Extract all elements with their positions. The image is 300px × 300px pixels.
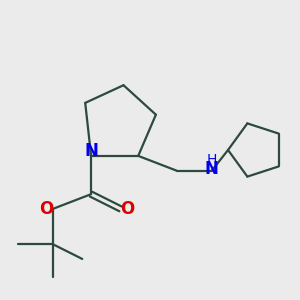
- Text: N: N: [205, 160, 219, 178]
- Text: O: O: [39, 200, 53, 218]
- Text: N: N: [84, 142, 98, 160]
- Text: O: O: [120, 200, 134, 218]
- Text: H: H: [207, 153, 217, 167]
